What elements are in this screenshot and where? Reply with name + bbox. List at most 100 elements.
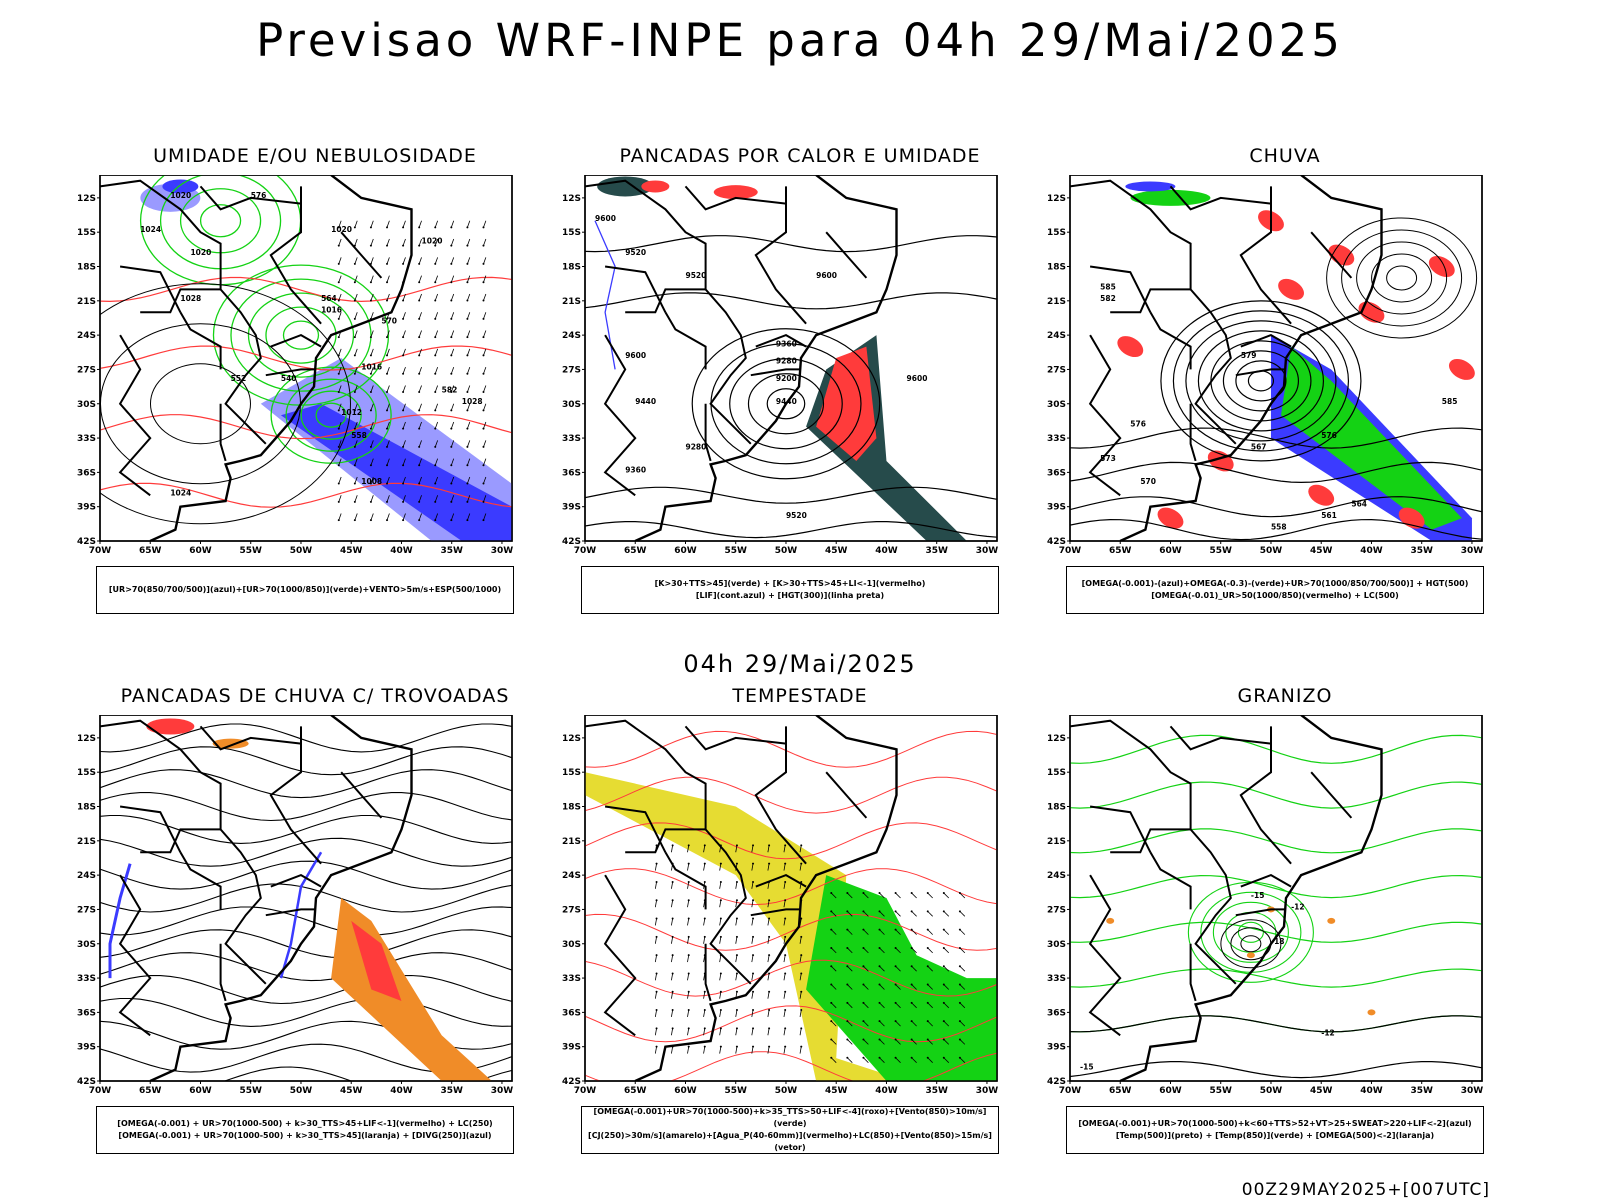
contour-label: 1028 [180,294,201,303]
wind-vector [687,990,690,993]
wind-vector [846,1056,849,1059]
wind-vector [354,293,358,301]
wind-vector [895,984,901,990]
state-border [604,805,667,853]
rain-area-red [1278,278,1305,300]
wind-vector [418,458,422,466]
wind-vector [482,427,485,430]
wind-vector [337,354,340,357]
wind-vector [338,312,342,319]
wind-vector [879,1057,885,1063]
wind-vector [687,1009,690,1012]
wind-vector [434,367,439,374]
wind-vector [767,991,770,999]
lon-label: 70W [574,546,597,556]
wind-vector [943,965,950,972]
wind-vector [752,1027,755,1030]
wind-vector [752,844,755,847]
hgt-contour [766,388,806,420]
map-fields: 585 582 576 573 570 567 564 561 558 579 585 576 [1070,175,1482,541]
wind-vector [450,445,453,448]
legend-line: [OMEGA(-0.001) + UR>70(1000-500) + k>30_… [117,1119,493,1128]
wind-vector [418,403,422,411]
wind-vector [482,519,485,522]
lon-label: 45W [340,546,363,556]
wind-vector [483,367,487,374]
state-border [1089,805,1152,853]
state-border [1239,726,1292,865]
wind-vector [483,421,487,429]
wind-vector [958,1038,961,1041]
wind-vector [482,500,485,503]
wind-vector [369,500,372,503]
wind-vector [655,899,658,902]
state-border [340,771,383,819]
wind-vector [927,892,933,899]
temp500-contour [1070,1015,1482,1033]
wind-vector [735,1009,738,1018]
lat-label: 30S [77,940,96,950]
wind-vector [337,391,340,394]
hgt500-contour [1070,461,1482,484]
lat-label: 39S [77,1043,96,1053]
wind-vector [768,1045,771,1048]
lon-label: 70W [574,1086,597,1096]
wind-vector [434,336,437,339]
state-border [750,368,800,377]
legend-line: [OMEGA(-0.01)_UR>50(1000/850)(vermelho) … [1151,591,1399,600]
wind-vector [830,983,833,986]
pressure-contour [149,363,251,445]
wind-vector [450,317,453,320]
wind-vector [450,409,453,412]
lat-label: 15S [77,768,96,778]
humidity-contour-green [315,402,347,428]
wind-vector [467,238,471,246]
wind-vector [337,244,340,247]
temp500-contour [1220,919,1282,969]
contour-label: 579 [1241,351,1257,360]
lon-label: 65W [624,546,647,556]
wind-vector [434,372,437,375]
lon-label: 35W [440,546,463,556]
wind-vector [483,275,487,283]
wind-vector [687,1009,690,1018]
wind-vector [767,1028,770,1036]
wind-vector [450,440,455,448]
wind-vector [910,1020,913,1023]
wind-vector [354,220,358,228]
lat-label: 12S [562,194,581,204]
state-border [585,179,752,445]
wind-vector [418,293,422,301]
wind-vector [467,513,471,521]
state-border [179,311,222,370]
wind-vector [735,935,738,938]
wind-vector [862,1001,865,1004]
wind-vector [370,293,374,301]
wind-vector [719,1046,722,1054]
lat-label: 33S [77,974,96,984]
wind-vector [654,881,657,889]
lat-label: 24S [562,331,581,341]
wind-vector [467,476,471,484]
wind-vector [735,1009,738,1012]
lon-label: 30W [491,1086,514,1096]
lat-label: 39S [77,503,96,513]
wind-vector [466,244,469,247]
wind-vector [402,421,406,429]
wind-vector [910,1056,913,1059]
lat-label: 30S [77,400,96,410]
wind-vector [879,929,885,935]
wind-vector [800,1009,803,1012]
coastline [634,715,898,1081]
wind-vector [846,928,849,931]
wind-vector [402,409,405,412]
wind-vector [418,495,422,502]
wind-vector [337,427,340,430]
wind-vector [846,983,849,986]
lon-label: 55W [240,546,263,556]
panel-chuva: CHUVA 585 582 576 573 570 567 564 561 558 579 585 5… [1045,145,1525,615]
state-border [1240,333,1292,348]
wind-vector [655,1045,658,1048]
panel-umidade: UMIDADE E/OU NEBULOSIDADE 1020 1024 1020 10… [75,145,555,615]
contour-label: -12 [1291,902,1305,911]
